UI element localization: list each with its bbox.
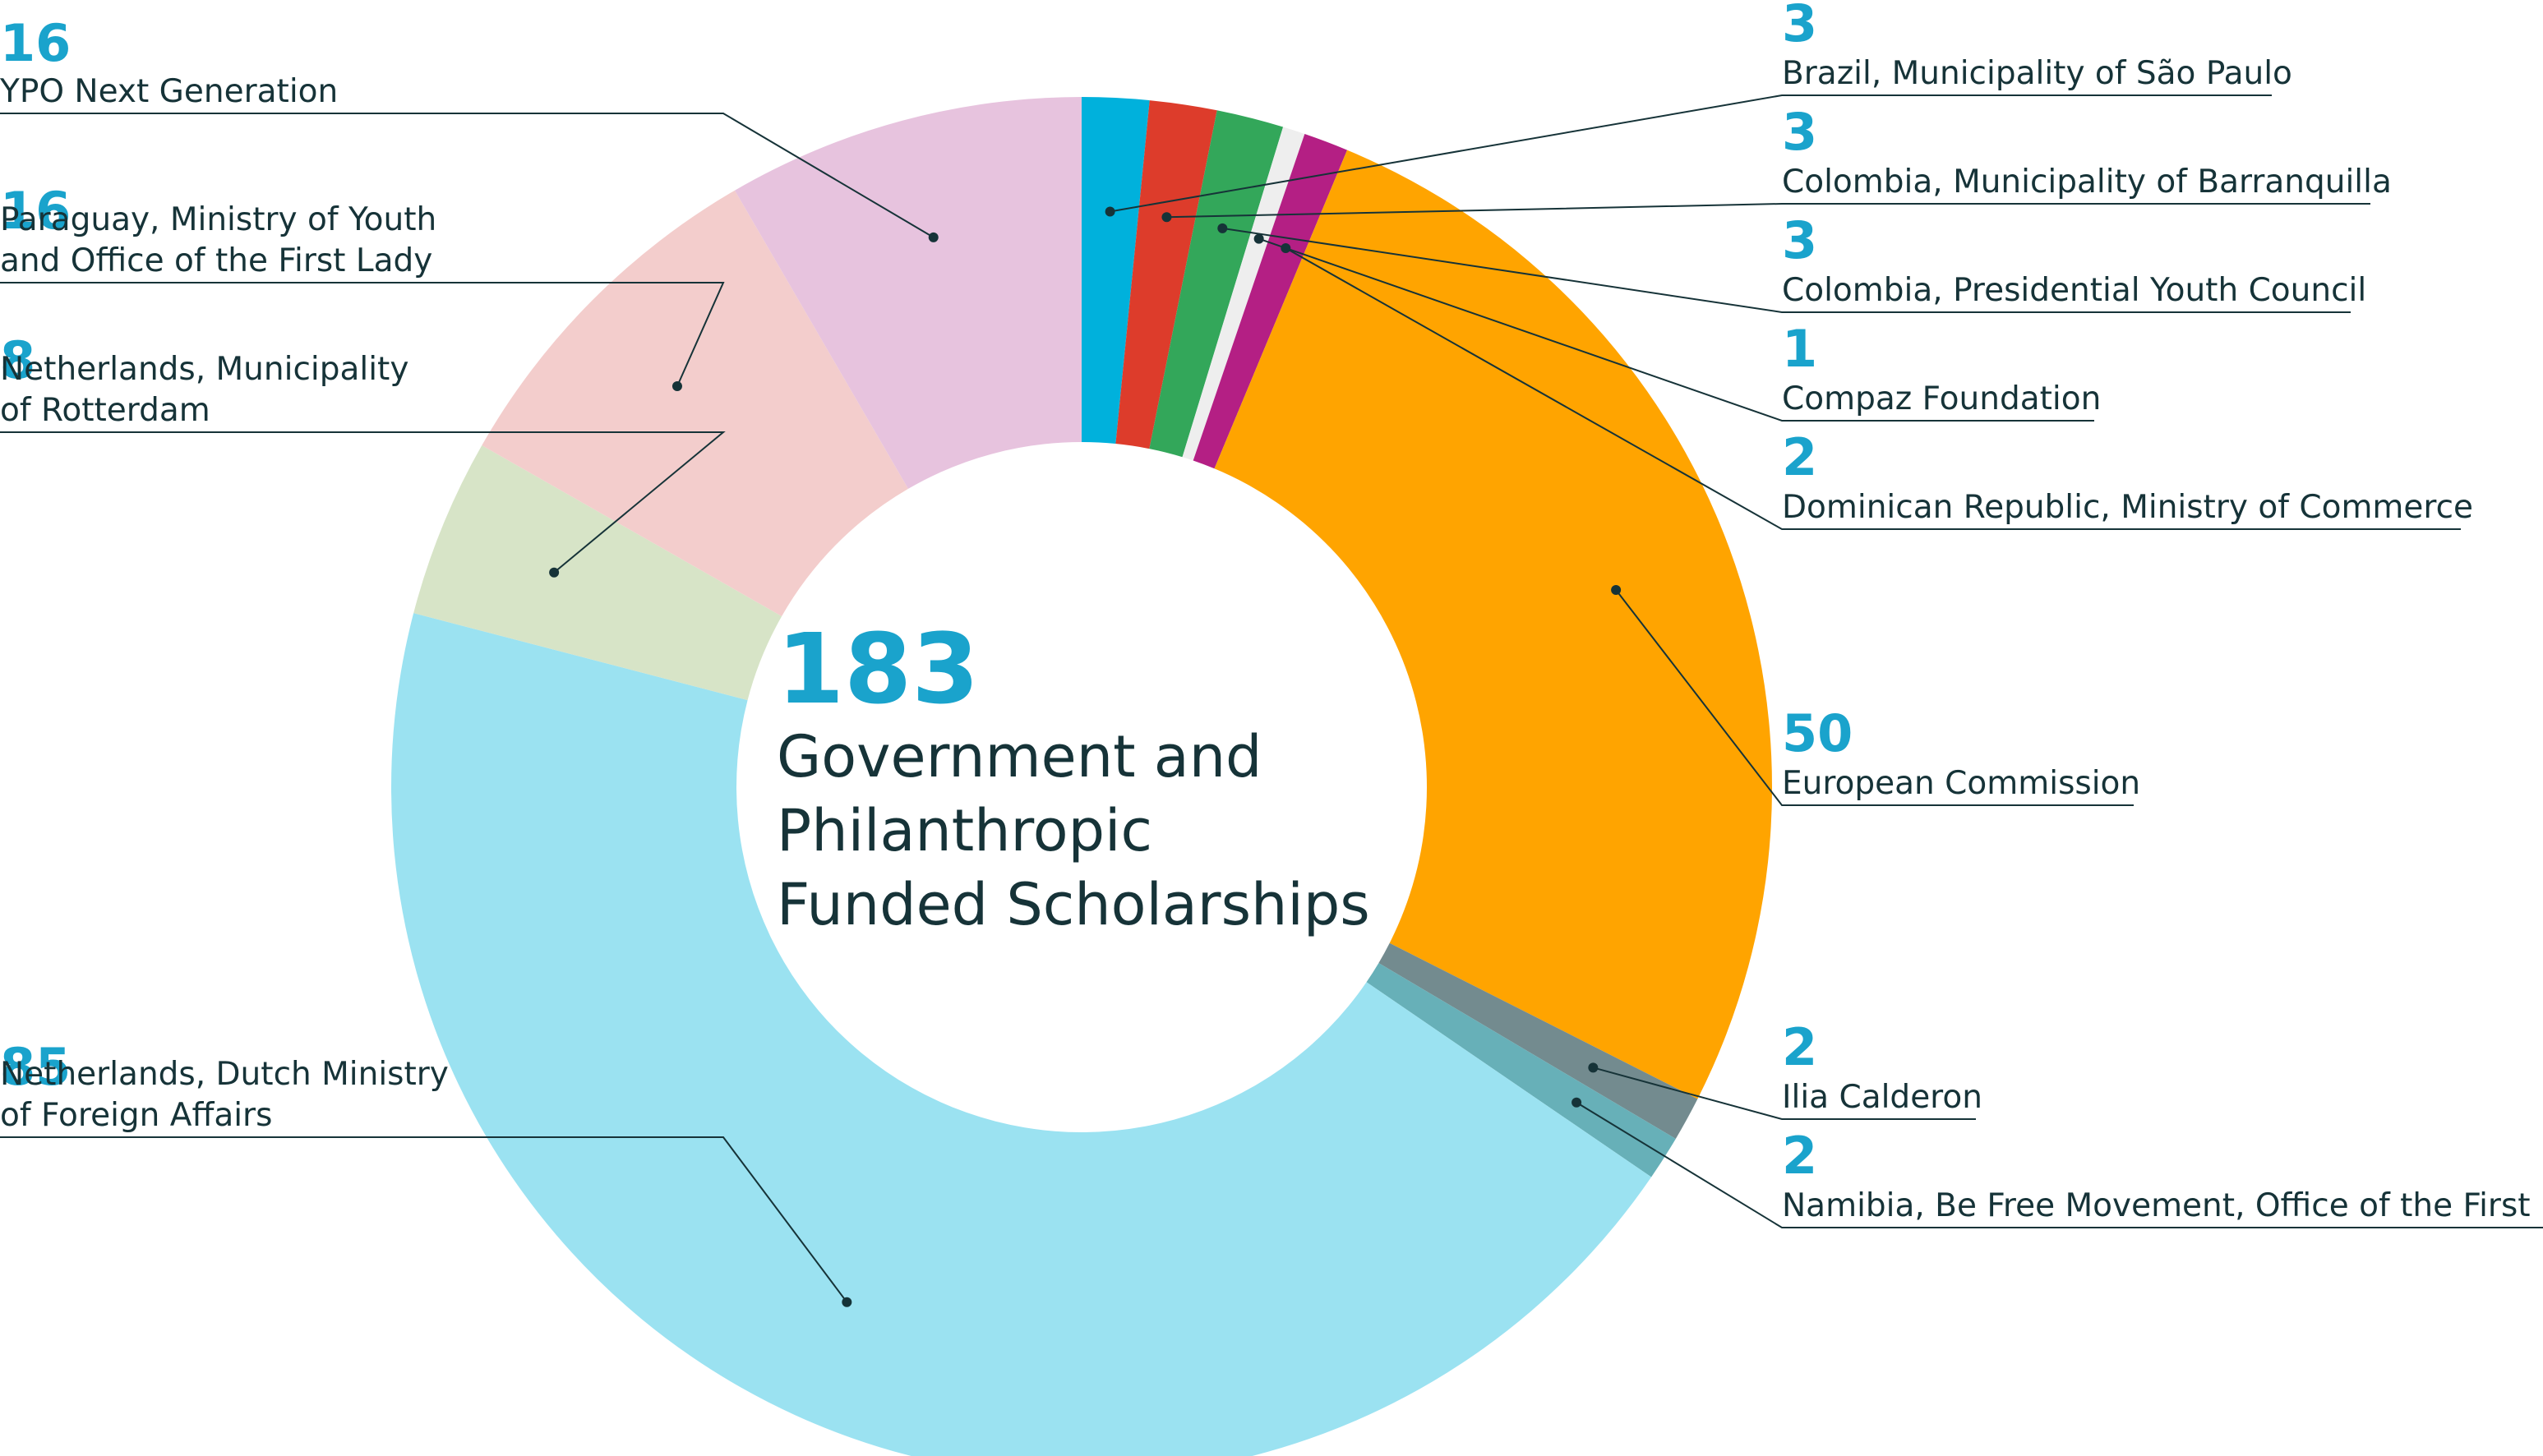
leader-line-1	[1110, 94, 2272, 213]
leader-line-3	[1222, 227, 2351, 313]
leader-line-5	[1285, 247, 2461, 530]
leader-dot-9	[842, 1297, 852, 1307]
slice-label-12: YPO Next Generation	[0, 73, 338, 110]
slice-value-2: 3	[1782, 102, 1817, 162]
leader-line-8	[1576, 1101, 2543, 1228]
leader-line-12	[0, 113, 935, 238]
center-line-3: Funded Scholarships	[777, 871, 1370, 938]
slice-10	[413, 445, 782, 701]
center-line-2: Philanthropic	[777, 797, 1152, 864]
leader-line-7	[1593, 1067, 1976, 1120]
center-total: 183	[777, 612, 979, 726]
leader-dot-12	[928, 232, 939, 242]
slice-value-6: 50	[1782, 703, 1853, 763]
slice-1	[1082, 97, 1150, 445]
leader-dot-5	[1281, 243, 1291, 254]
leader-dot-1	[1105, 206, 1115, 217]
slice-7	[1378, 942, 1698, 1139]
slice-8	[1366, 962, 1676, 1177]
slice-value-8: 2	[1782, 1126, 1817, 1186]
slice-label-11-line-2: and Office of the First Lady	[0, 242, 432, 279]
leader-line-9	[0, 1136, 848, 1303]
slice-value-4: 1	[1782, 319, 1817, 379]
slice-12	[735, 97, 1082, 489]
leader-line-2	[1166, 203, 2370, 219]
leader-dot-3	[1217, 223, 1228, 233]
slice-6	[1214, 150, 1772, 1099]
slice-value-10: 8	[0, 330, 35, 390]
leader-dot-7	[1588, 1062, 1599, 1073]
slice-value-1: 3	[1782, 0, 1817, 53]
leader-dot-10	[549, 567, 560, 578]
leader-line-6	[1615, 589, 2134, 806]
leader-line-4	[1258, 237, 2094, 422]
slice-label-10-line-1: Netherlands, Municipality	[0, 351, 408, 388]
slice-value-5: 2	[1782, 427, 1817, 487]
slice-label-11-line-1: Paraguay, Ministry of Youth	[0, 201, 436, 238]
slice-label-10-line-2: of Rotterdam	[0, 392, 210, 429]
leader-dot-2	[1161, 212, 1172, 223]
slice-label-2: Colombia, Municipality of Barranquilla	[1782, 164, 2392, 200]
slice-label-9-line-1: Netherlands, Dutch Ministry	[0, 1056, 449, 1093]
slice-label-1: Brazil, Municipality of São Paulo	[1782, 55, 2292, 92]
slice-label-8: Namibia, Be Free Movement, Office of the…	[1782, 1187, 2543, 1224]
leader-line-10	[0, 431, 726, 574]
leader-dot-11	[672, 380, 682, 391]
slice-label-4: Compaz Foundation	[1782, 380, 2101, 417]
slice-11	[482, 190, 909, 616]
leader-dot-6	[1611, 585, 1622, 596]
leader-dot-4	[1253, 233, 1264, 244]
slice-label-6: European Commission	[1782, 765, 2140, 802]
slice-9	[391, 613, 1652, 1456]
slice-value-3: 3	[1782, 210, 1817, 270]
center-line-1: Government and	[777, 723, 1262, 790]
slice-value-11: 16	[0, 181, 71, 241]
slice-2	[1115, 100, 1217, 449]
leader-line-11	[0, 282, 725, 387]
leader-dot-8	[1571, 1097, 1582, 1108]
slice-value-7: 2	[1782, 1017, 1817, 1077]
slice-5	[1193, 134, 1348, 469]
slice-label-5: Dominican Republic, Ministry of Commerce	[1782, 489, 2473, 526]
slice-label-7: Ilia Calderon	[1782, 1079, 1982, 1116]
slice-4	[1182, 127, 1305, 461]
slice-label-3: Colombia, Presidential Youth Council	[1782, 272, 2366, 309]
slice-label-9-line-2: of Foreign Affairs	[0, 1097, 272, 1134]
slice-value-9: 85	[0, 1037, 71, 1097]
slice-value-12: 16	[0, 13, 71, 73]
slice-3	[1149, 110, 1284, 458]
